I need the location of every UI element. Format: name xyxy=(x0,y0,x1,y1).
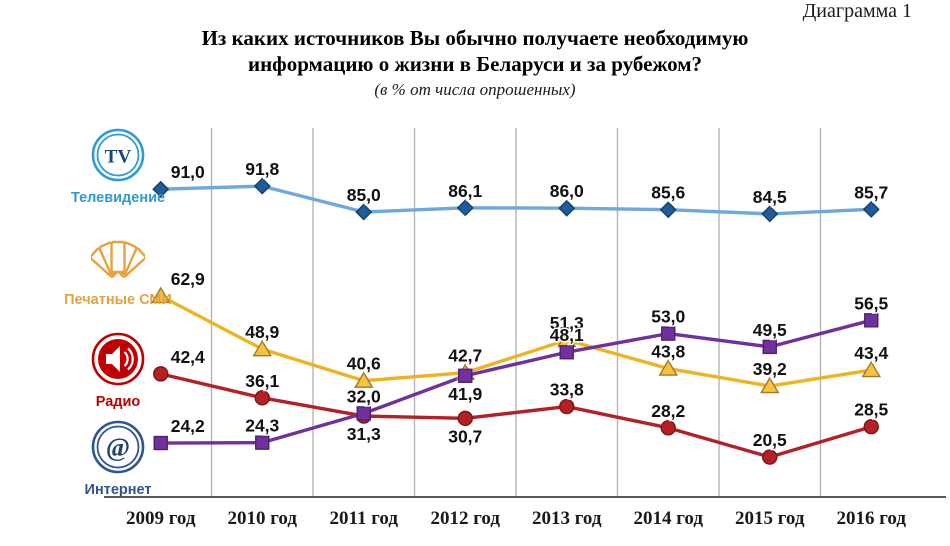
data-label-internet: 32,0 xyxy=(347,386,381,406)
data-point-radio xyxy=(153,366,169,382)
data-point-internet xyxy=(153,435,168,451)
data-point-tv xyxy=(659,201,677,219)
data-label-radio: 28,5 xyxy=(854,400,888,420)
data-label-radio: 30,7 xyxy=(448,426,482,446)
data-label-internet: 49,5 xyxy=(753,320,787,340)
data-point-print xyxy=(658,359,678,376)
corner-label: Диаграмма 1 xyxy=(802,0,912,22)
data-point-tv xyxy=(152,180,170,198)
data-label-tv: 91,8 xyxy=(245,159,279,179)
legend-label-print: Печатные СМИ xyxy=(64,292,172,308)
data-point-print xyxy=(252,339,272,357)
data-label-radio: 28,2 xyxy=(651,401,685,421)
radio-icon xyxy=(91,332,145,391)
legend-item-tv: TV Телевидение xyxy=(60,128,176,206)
x-axis-label: 2011 год xyxy=(330,508,399,529)
data-point-radio xyxy=(660,420,676,436)
data-label-radio: 31,3 xyxy=(347,424,381,444)
data-label-tv: 91,0 xyxy=(171,162,205,182)
data-label-radio: 42,4 xyxy=(171,347,205,367)
chart-title-line1: Из каких источников Вы обычно получаете … xyxy=(201,26,749,50)
data-point-internet xyxy=(762,339,777,355)
legend-item-print: Печатные СМИ xyxy=(60,230,176,308)
svg-text:TV: TV xyxy=(105,147,132,168)
data-point-print xyxy=(354,371,374,388)
data-label-tv: 86,0 xyxy=(550,181,584,201)
legend-item-internet: @ Интернет xyxy=(60,420,176,498)
chart-subtitle: (в % от числа опрошенных) xyxy=(374,80,576,99)
data-label-tv: 85,7 xyxy=(854,182,888,202)
data-label-tv: 84,5 xyxy=(753,187,787,207)
data-label-internet: 24,3 xyxy=(245,416,279,436)
data-label-internet: 24,2 xyxy=(171,416,205,436)
x-axis-label: 2014 год xyxy=(634,508,704,529)
data-label-tv: 85,0 xyxy=(347,185,381,205)
data-point-tv xyxy=(253,177,271,195)
legend-label-internet: Интернет xyxy=(84,482,152,498)
data-label-radio: 33,8 xyxy=(550,380,584,400)
x-axis-label: 2012 год xyxy=(431,508,501,529)
x-axis-label: 2015 год xyxy=(735,508,805,529)
data-point-internet xyxy=(864,313,879,328)
x-axis-label: 2013 год xyxy=(532,508,602,529)
series-line-print xyxy=(159,294,873,388)
svg-text:@: @ xyxy=(106,433,130,462)
series-line-tv xyxy=(159,184,873,216)
data-point-internet xyxy=(356,406,371,421)
data-point-tv xyxy=(862,200,880,218)
data-point-radio xyxy=(254,390,270,406)
chart-title-line2: информацию о жизни в Беларуси и за рубеж… xyxy=(247,52,703,76)
data-point-radio xyxy=(559,398,575,415)
data-point-tv xyxy=(355,203,373,221)
data-point-print xyxy=(861,360,881,378)
data-point-radio xyxy=(762,449,778,465)
data-label-radio: 20,5 xyxy=(753,430,787,450)
series-line-radio xyxy=(159,372,873,459)
data-point-tv xyxy=(761,205,779,223)
print-media-icon xyxy=(89,230,147,289)
legend-label-tv: Телевидение xyxy=(70,190,166,206)
data-point-radio xyxy=(863,419,879,435)
x-axis-label: 2009 год xyxy=(126,508,196,529)
data-point-print xyxy=(151,286,171,304)
legend-item-radio: Радио xyxy=(60,332,176,410)
tv-icon: TV xyxy=(91,128,145,187)
data-label-print: 39,2 xyxy=(753,359,787,379)
data-point-print xyxy=(760,376,780,394)
legend-label-radio: Радио xyxy=(95,394,141,410)
data-label-print: 43,4 xyxy=(854,343,888,363)
x-axis-label: 2016 год xyxy=(837,508,907,529)
data-label-internet: 41,9 xyxy=(448,384,482,404)
data-point-internet xyxy=(255,435,270,450)
internet-at-icon: @ xyxy=(91,420,145,479)
data-point-internet xyxy=(458,368,473,383)
data-label-print: 40,6 xyxy=(347,354,381,374)
data-label-print: 43,8 xyxy=(651,342,685,362)
data-label-tv: 86,1 xyxy=(448,181,482,201)
data-label-print: 62,9 xyxy=(171,269,205,289)
data-point-internet xyxy=(661,326,676,341)
data-label-tv: 85,6 xyxy=(651,183,685,203)
data-label-print: 51,3 xyxy=(550,313,584,333)
data-label-radio: 36,1 xyxy=(245,371,279,391)
data-label-internet: 56,5 xyxy=(854,293,888,313)
series-line-internet xyxy=(159,318,873,445)
data-label-internet: 53,0 xyxy=(651,307,685,327)
x-axis-label: 2010 год xyxy=(228,508,298,529)
data-label-internet: 48,1 xyxy=(550,325,584,345)
data-point-tv xyxy=(456,199,474,217)
data-point-radio xyxy=(457,410,473,427)
data-label-print: 42,7 xyxy=(448,346,482,366)
data-point-tv xyxy=(558,199,576,217)
data-label-print: 48,9 xyxy=(245,322,279,342)
data-point-internet xyxy=(559,345,574,360)
